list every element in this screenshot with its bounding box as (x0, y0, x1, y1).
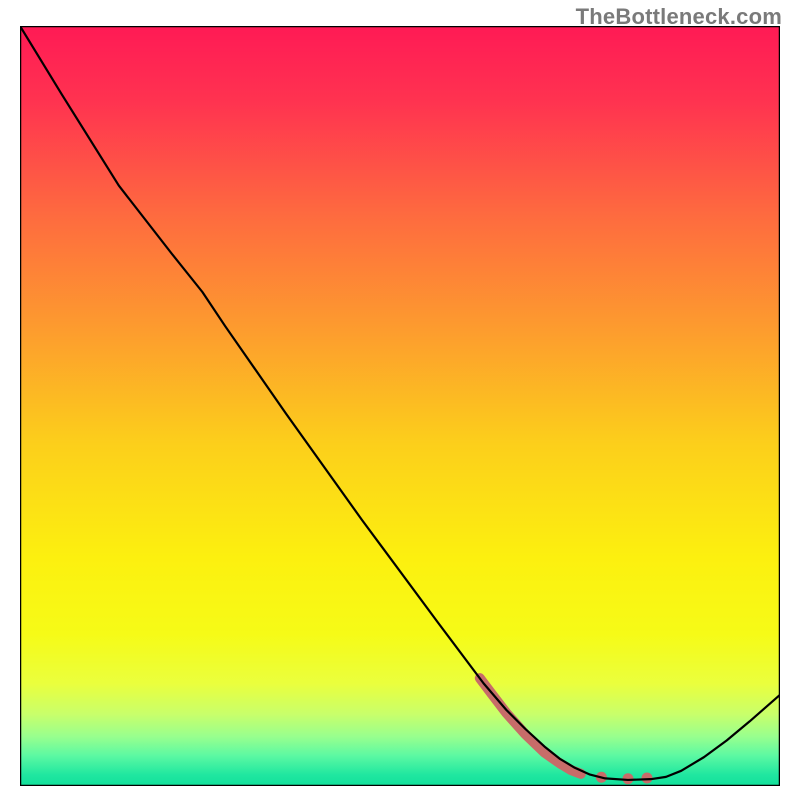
highlight-dot (642, 773, 653, 784)
chart-container: TheBottleneck.com (0, 0, 800, 800)
plot-area (20, 26, 780, 786)
highlight-segment (480, 678, 581, 774)
plot-overlay (20, 26, 780, 786)
highlight-series (480, 678, 653, 784)
main-curve (20, 26, 780, 780)
plot-border (20, 26, 780, 786)
